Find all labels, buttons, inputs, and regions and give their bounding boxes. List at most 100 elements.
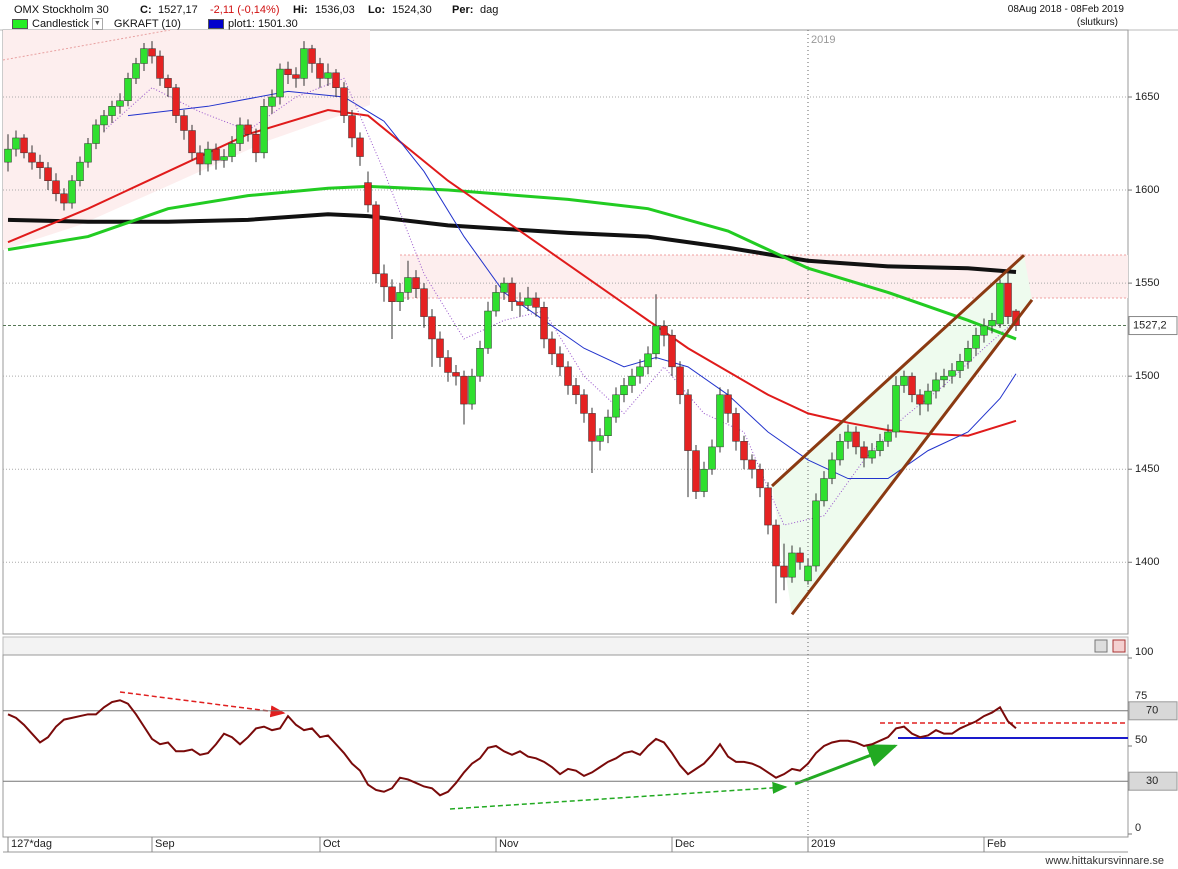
candle-body <box>52 180 60 195</box>
level-box <box>1128 771 1178 791</box>
stat-value: 1536,03 <box>315 4 355 16</box>
legend-swatch <box>208 19 225 30</box>
legend-swatch <box>10 641 26 652</box>
stat-label: C: <box>140 4 152 16</box>
candle-body <box>732 413 740 442</box>
candle-body <box>724 394 732 414</box>
candle-body <box>132 63 140 79</box>
candle-body <box>508 282 516 302</box>
candle-body <box>812 500 820 567</box>
candle-body <box>788 552 796 578</box>
dropdown[interactable]: ▼ <box>91 18 103 31</box>
trendline <box>790 298 1034 616</box>
candle-body <box>436 338 444 358</box>
candle-body <box>780 565 788 578</box>
candle-body <box>668 334 676 368</box>
year-marker: 2019 <box>811 34 835 46</box>
y-tick-label: 75 <box>1135 690 1147 702</box>
candle-body <box>68 180 76 204</box>
stat-value: dag <box>480 4 499 16</box>
rsi-line <box>7 699 1017 797</box>
candle-body <box>492 292 500 312</box>
candle-body <box>972 334 980 349</box>
candle-body <box>612 394 620 418</box>
candle-body <box>340 87 348 116</box>
candle-body <box>228 143 236 157</box>
legend-label[interactable]: plot1: 1501.30 <box>228 18 298 30</box>
candle-body <box>164 78 172 88</box>
candle-body <box>836 441 844 461</box>
channel-fill <box>772 255 1032 615</box>
candle-body <box>860 446 868 459</box>
candle-body <box>348 115 356 139</box>
candle-body <box>996 282 1004 325</box>
candle-body <box>388 286 396 302</box>
candle-body <box>460 375 468 405</box>
stat-label: Lo: <box>368 4 386 16</box>
candle-body <box>932 379 940 392</box>
legend-label[interactable]: Candlestick <box>32 18 89 30</box>
shade <box>3 30 370 250</box>
candle-body <box>188 130 196 154</box>
candle-body <box>564 366 572 386</box>
candle-body <box>444 357 452 373</box>
legend-label[interactable]: RSI (14): 60,11 <box>30 640 104 652</box>
candle-body <box>796 552 804 563</box>
candle-body <box>764 487 772 526</box>
candle-body <box>268 96 276 107</box>
stat-label: Per: <box>452 4 474 16</box>
candle-body <box>332 72 340 88</box>
candle-body <box>660 325 668 336</box>
x-tick-label: 2019 <box>811 838 835 850</box>
candle-body <box>124 78 132 101</box>
candle-body <box>716 394 724 448</box>
price-basis: (slutkurs) <box>1076 17 1118 28</box>
candle-body <box>380 273 388 288</box>
candle-body <box>828 459 836 479</box>
candle-body <box>940 375 948 381</box>
level-label: 30 <box>1146 775 1158 787</box>
candle-body <box>292 74 300 79</box>
candle-body <box>540 307 548 340</box>
candle-body <box>988 320 996 327</box>
candle-body <box>548 338 556 355</box>
y-tick-label: 25 <box>1135 778 1147 790</box>
moving-average <box>7 212 1017 274</box>
candle-body <box>308 48 316 64</box>
x-tick-label: 127*dag <box>11 838 52 850</box>
candle-body <box>244 124 252 135</box>
candle-body <box>36 161 44 168</box>
x-tick-label: Feb <box>987 838 1006 850</box>
y-tick-label: 1400 <box>1135 556 1159 568</box>
candle-body <box>324 72 332 79</box>
price-panel <box>2 29 1129 635</box>
candle-body <box>948 370 956 377</box>
candle-body <box>1012 310 1020 326</box>
candle-body <box>12 137 20 150</box>
candle-body <box>148 48 156 57</box>
candle-body <box>404 277 412 293</box>
candle-body <box>372 204 380 275</box>
legend-label[interactable]: MA (22): 58,52 <box>140 640 213 652</box>
candle-body <box>76 161 84 181</box>
candle-body <box>412 277 420 289</box>
legend-label[interactable]: GKRAFT (10) <box>113 18 181 30</box>
close-icon[interactable] <box>1112 639 1126 653</box>
candle-body <box>956 361 964 371</box>
chart-title: OMX Stockholm 30 <box>14 4 109 16</box>
candle-body <box>596 435 604 442</box>
settings-icon[interactable] <box>1094 639 1108 653</box>
candle-body <box>284 68 292 75</box>
candle-body <box>4 148 12 163</box>
candle-body <box>468 375 476 405</box>
candle-body <box>620 385 628 396</box>
candle-body <box>60 193 68 204</box>
stat-value: 1524,30 <box>392 4 432 16</box>
candle-body <box>44 167 52 182</box>
candle-body <box>740 441 748 461</box>
candle-body <box>500 282 508 293</box>
candle-body <box>708 446 716 470</box>
level-label: 70 <box>1146 705 1158 717</box>
stat-change: -2,11 (-0,14%) <box>210 4 280 16</box>
candle-body <box>652 325 660 355</box>
